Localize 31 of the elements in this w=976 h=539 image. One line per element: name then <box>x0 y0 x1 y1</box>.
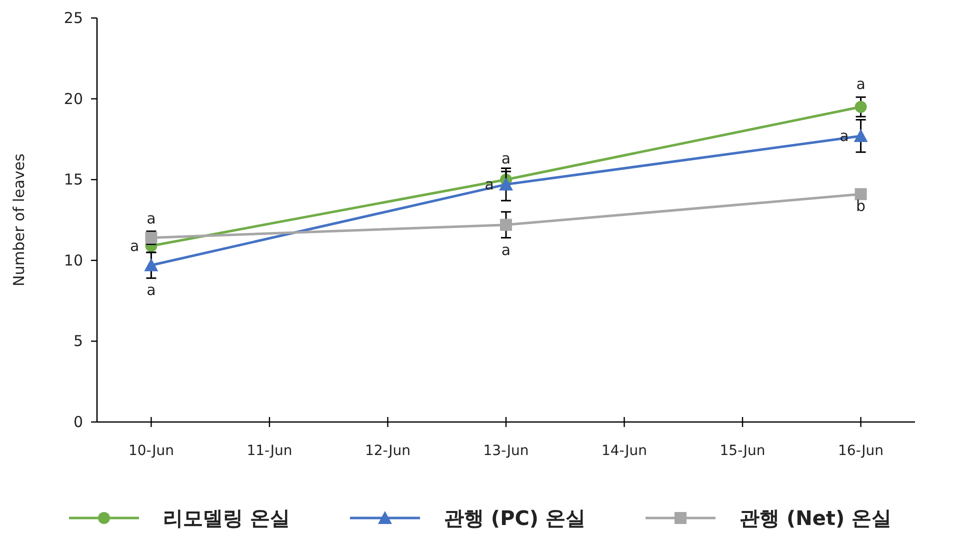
annotation: a <box>130 236 140 255</box>
point <box>499 177 513 190</box>
annotation: a <box>856 75 866 94</box>
point <box>854 128 868 142</box>
x-tick-label: 11-Jun <box>246 443 292 459</box>
point <box>854 100 867 113</box>
x-tick-label: 10-Jun <box>128 443 174 459</box>
annotation: a <box>146 209 156 228</box>
y-tick-label: 25 <box>64 9 83 27</box>
annotation: a <box>501 150 511 168</box>
x-tick-label: 14-Jun <box>602 443 648 459</box>
y-axis-title: Number of leaves <box>10 153 28 286</box>
x-tick-label: 16-Jun <box>838 443 884 459</box>
annotation: a <box>146 281 156 300</box>
y-tick-label: 10 <box>64 251 83 270</box>
y-tick-label: 15 <box>64 170 83 189</box>
annotation: b <box>856 197 866 216</box>
legend-label: 관행 (Net) 온실 <box>740 506 892 530</box>
y-tick-label: 0 <box>73 413 83 431</box>
point <box>144 258 158 272</box>
x-tick-label: 15-Jun <box>720 443 766 459</box>
point <box>500 218 512 231</box>
y-tick-label: 5 <box>73 332 83 350</box>
legend-label: 리모델링 온실 <box>163 506 290 530</box>
x-tick-label: 12-Jun <box>364 443 410 459</box>
x-tick-label: 13-Jun <box>483 443 529 459</box>
point <box>854 188 867 200</box>
y-tick-label: 20 <box>64 90 83 108</box>
annotation: a <box>501 240 511 259</box>
legend-label: 관행 (PC) 온실 <box>444 506 586 530</box>
annotation: a <box>484 175 494 194</box>
